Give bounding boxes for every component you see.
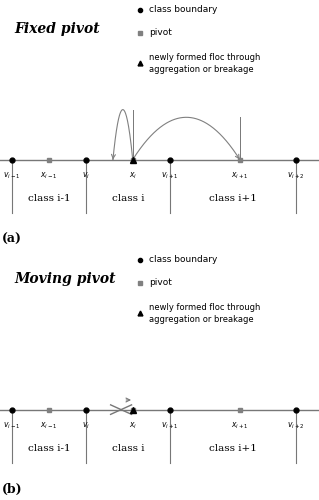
- Text: class i: class i: [112, 194, 144, 202]
- Text: Moving pivot: Moving pivot: [14, 272, 115, 286]
- Text: $x_{i-1}$: $x_{i-1}$: [40, 170, 58, 180]
- Text: class i: class i: [112, 444, 144, 452]
- Text: $v_{i+2}$: $v_{i+2}$: [287, 170, 304, 180]
- Text: class i-1: class i-1: [27, 444, 70, 452]
- Text: Fixed pivot: Fixed pivot: [14, 22, 100, 36]
- Text: $x_{i+1}$: $x_{i+1}$: [231, 170, 249, 180]
- Text: class i-1: class i-1: [27, 194, 70, 202]
- Text: $v_{i-1}$: $v_{i-1}$: [3, 420, 20, 430]
- Text: newly formed floc through
aggregation or breakage: newly formed floc through aggregation or…: [149, 53, 260, 74]
- Text: $v_{i+2}$: $v_{i+2}$: [287, 420, 304, 430]
- Text: $x_{i+1}$: $x_{i+1}$: [231, 420, 249, 430]
- Text: $x_i$: $x_i$: [129, 420, 137, 430]
- Text: $x_{i-1}$: $x_{i-1}$: [40, 420, 58, 430]
- Text: pivot: pivot: [149, 278, 172, 287]
- Text: $v_{i-1}$: $v_{i-1}$: [3, 170, 20, 180]
- Text: class boundary: class boundary: [149, 255, 217, 264]
- Text: class i+1: class i+1: [209, 194, 257, 202]
- Text: $v_i$: $v_i$: [82, 420, 90, 430]
- Text: pivot: pivot: [149, 28, 172, 37]
- Text: newly formed floc through
aggregation or breakage: newly formed floc through aggregation or…: [149, 303, 260, 324]
- Text: $v_i$: $v_i$: [82, 170, 90, 180]
- Text: (b): (b): [2, 483, 23, 496]
- Text: $v_{i+1}$: $v_{i+1}$: [161, 170, 179, 180]
- Text: $x_i$: $x_i$: [129, 170, 137, 180]
- Text: class i+1: class i+1: [209, 444, 257, 452]
- Text: class boundary: class boundary: [149, 5, 217, 14]
- Text: (a): (a): [2, 233, 22, 246]
- Text: $v_{i+1}$: $v_{i+1}$: [161, 420, 179, 430]
